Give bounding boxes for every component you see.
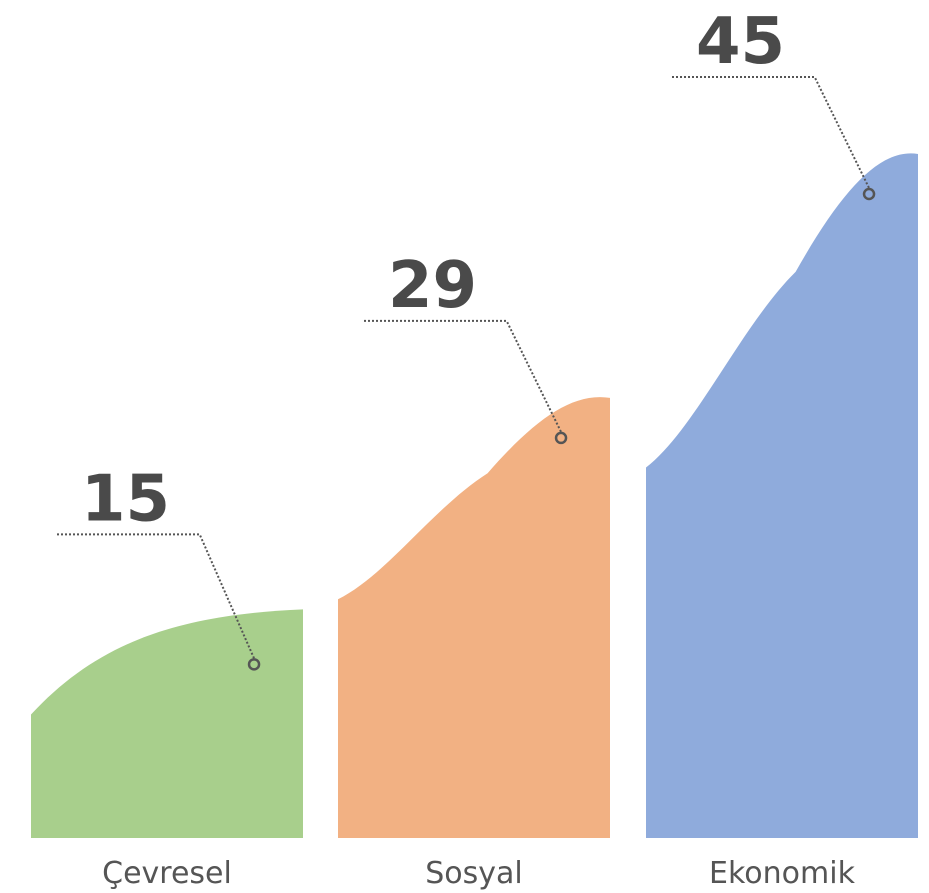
areas-layer bbox=[31, 153, 918, 838]
category-label-ekonomik: Ekonomik bbox=[709, 856, 856, 891]
category-label-sosyal: Sosyal bbox=[425, 856, 523, 891]
value-labels-layer: 15 29 45 bbox=[81, 5, 785, 536]
leader-line-ekonomik bbox=[672, 76, 870, 189]
marker-sosyal bbox=[554, 431, 568, 445]
marker-çevresel bbox=[247, 658, 261, 671]
area-çevresel bbox=[31, 609, 303, 838]
category-label-çevresel: Çevresel bbox=[102, 856, 232, 891]
leader-line-çevresel bbox=[57, 533, 255, 659]
category-labels-layer: Çevresel Sosyal Ekonomik bbox=[102, 856, 855, 891]
value-label-çevresel: 15 bbox=[81, 462, 170, 536]
area-sosyal bbox=[338, 397, 610, 838]
value-label-ekonomik: 45 bbox=[696, 5, 785, 79]
leaders-layer bbox=[57, 76, 876, 671]
value-label-sosyal: 29 bbox=[388, 249, 477, 323]
marker-ekonomik bbox=[862, 187, 876, 201]
leader-line-sosyal bbox=[364, 319, 562, 433]
area-ekonomik bbox=[646, 153, 918, 838]
